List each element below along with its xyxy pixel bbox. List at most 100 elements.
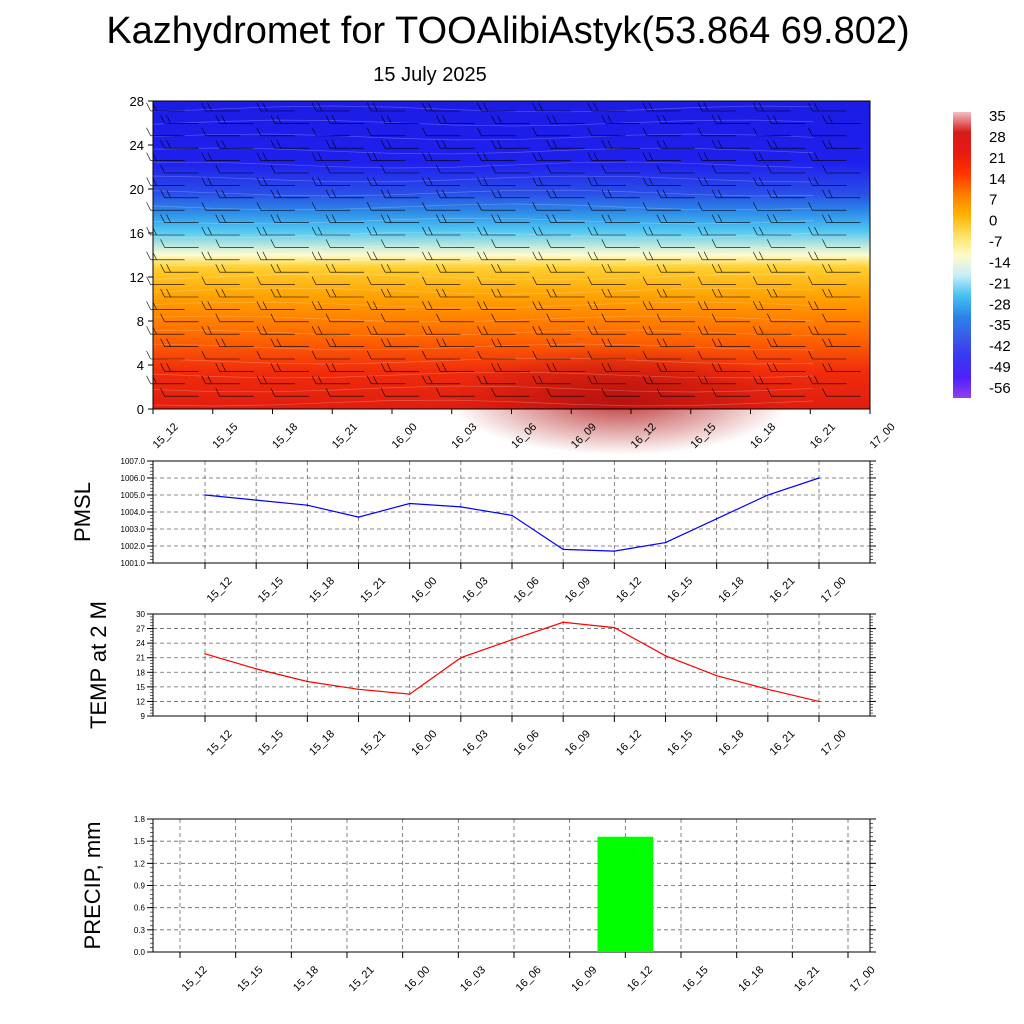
wind-barb — [146, 202, 185, 211]
y-tick-label: 9 — [141, 712, 146, 721]
wind-barb — [146, 127, 185, 137]
wind-barb — [587, 350, 626, 360]
x-tick-label: 15_21 — [330, 421, 360, 451]
wind-barb — [215, 115, 254, 124]
x-tick-label: 16_21 — [808, 421, 838, 451]
wind-barb — [642, 226, 681, 236]
wind-barb — [711, 388, 751, 397]
wind-barb — [270, 388, 309, 397]
wind-barb — [808, 326, 847, 335]
data-point — [818, 700, 820, 703]
wind-barb — [546, 189, 585, 199]
wind-barb — [491, 214, 530, 223]
wind-barb — [697, 102, 737, 112]
contour-line — [152, 217, 814, 225]
wind-barb — [311, 127, 351, 137]
wind-barb — [270, 140, 309, 149]
wind-barb — [767, 115, 806, 124]
y-tick-label: 1.2 — [134, 859, 146, 868]
wind-barb — [587, 127, 626, 137]
wind-barb — [311, 152, 351, 161]
wind-barb — [711, 313, 751, 323]
data-point — [204, 653, 206, 655]
wind-barb — [215, 264, 254, 273]
chart-date: 15 July 2025 — [373, 64, 487, 86]
y-tick-label: 1006.0 — [121, 474, 146, 483]
x-tick-label: 16_06 — [514, 964, 544, 994]
wind-barb — [767, 164, 806, 174]
x-tick-label: 17_00 — [848, 964, 878, 994]
wind-barb — [587, 102, 626, 112]
wind-barb — [642, 326, 681, 335]
wind-barb — [587, 326, 626, 335]
x-tick-label: 17_00 — [819, 575, 849, 605]
x-tick-label: 15_12 — [151, 421, 181, 451]
wind-barb — [697, 301, 737, 310]
y-tick-label: 0.9 — [134, 882, 146, 891]
wind-barb — [808, 375, 847, 385]
wind-barb — [753, 375, 792, 385]
x-tick-label: 16_12 — [614, 728, 644, 758]
wind-barb — [436, 239, 475, 248]
x-tick-label: 16_15 — [665, 575, 695, 605]
y-tick-label: 0.0 — [134, 948, 146, 957]
wind-barb — [380, 239, 420, 248]
wind-barb — [697, 375, 737, 385]
wind-barb — [477, 276, 516, 285]
wind-barb — [256, 350, 295, 360]
wind-barb — [808, 350, 847, 360]
wind-barb — [753, 127, 792, 137]
contour-line — [152, 301, 814, 309]
data-point — [460, 506, 462, 508]
wind-barb — [325, 264, 365, 273]
wind-barb — [767, 388, 806, 397]
wind-barb — [201, 301, 240, 310]
x-tick-label: 17_00 — [868, 421, 898, 451]
contour-line — [152, 399, 814, 407]
wind-barb — [822, 363, 861, 372]
wind-barb — [491, 164, 530, 174]
contour-line — [152, 189, 814, 197]
data-point — [408, 502, 411, 505]
data-point — [818, 477, 820, 479]
wind-barb — [380, 313, 420, 323]
wind-barb — [753, 102, 792, 112]
wind-barb — [822, 288, 861, 298]
wind-barb — [366, 251, 406, 261]
data-point — [664, 654, 667, 657]
wind-barb — [532, 375, 571, 385]
wind-barb — [587, 301, 626, 310]
wind-barb — [215, 239, 254, 248]
wind-barb — [380, 288, 420, 298]
y-tick-label: 1004.0 — [121, 508, 146, 517]
wind-barb — [753, 251, 792, 261]
wind-barb — [422, 301, 461, 310]
x-tick-label: 15_15 — [210, 421, 240, 451]
wind-barb — [697, 127, 737, 137]
wind-barb — [491, 288, 530, 298]
wind-barb — [546, 239, 585, 248]
wind-barb — [422, 127, 461, 137]
wind-barb — [270, 239, 309, 248]
data-point — [511, 514, 513, 517]
x-tick-label: 16_00 — [402, 964, 432, 994]
warm-pool — [450, 345, 790, 455]
wind-barb — [160, 338, 199, 347]
wind-barb — [532, 177, 571, 186]
x-tick-label: 15_21 — [347, 964, 377, 994]
wind-barb — [532, 202, 571, 211]
wind-barb — [422, 350, 461, 360]
wind-barb — [767, 239, 806, 248]
wind-barb — [201, 350, 240, 360]
x-tick-label: 16_18 — [716, 575, 746, 605]
wind-barb — [822, 264, 861, 273]
wind-barb — [532, 127, 571, 137]
wind-barb — [601, 189, 640, 199]
wind-barb — [601, 363, 640, 372]
wind-barb — [201, 326, 240, 335]
y-axis-label: PMSL — [70, 482, 95, 542]
wind-barb — [160, 288, 199, 298]
wind-barb — [656, 164, 695, 174]
wind-barb — [532, 102, 571, 112]
